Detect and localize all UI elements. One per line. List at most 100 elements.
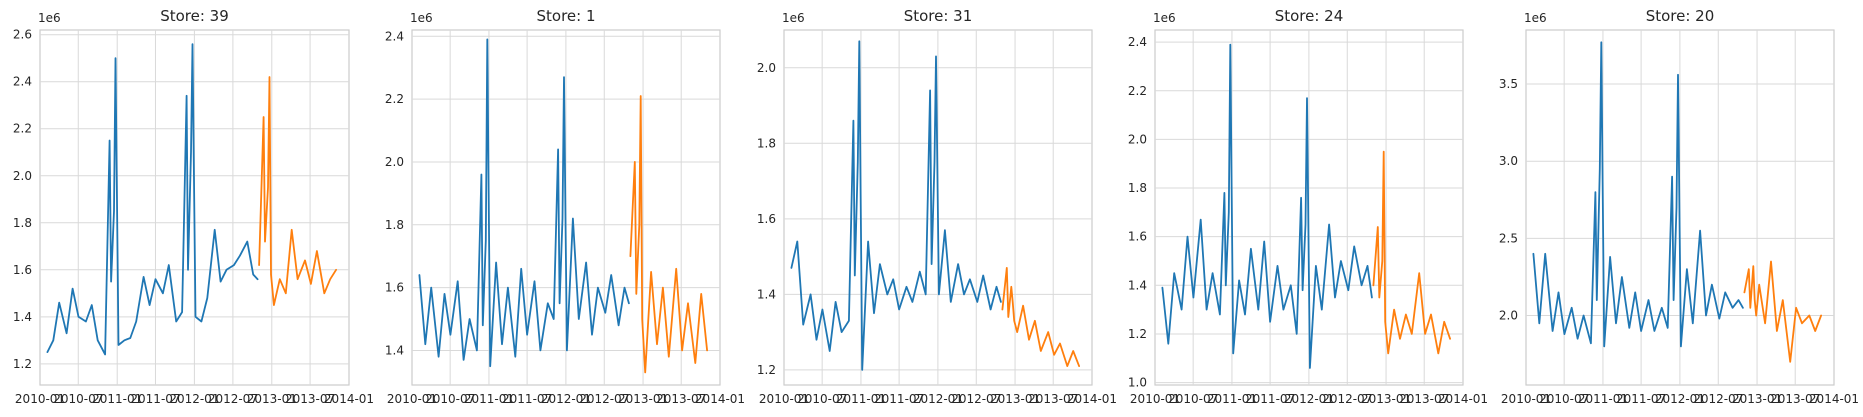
- y-offset-label: 1e6: [1524, 11, 1547, 25]
- x-tick-label: 2011-01: [92, 392, 142, 406]
- y-tick-label: 1.8: [757, 136, 776, 150]
- y-offset-label: 1e6: [782, 11, 805, 25]
- y-tick-label: 2.0: [1499, 309, 1518, 323]
- y-tick-label: 1.0: [1128, 376, 1147, 390]
- x-tick-label: 2010-01: [759, 392, 809, 406]
- chart-panel-4: 1.01.21.41.61.82.02.22.42010-012010-0720…: [1128, 7, 1488, 406]
- x-tick-label: 2010-07: [1168, 392, 1218, 406]
- x-tick-label: 2012-07: [579, 392, 629, 406]
- chart-title: Store: 20: [1646, 7, 1715, 25]
- y-tick-label: 2.4: [385, 29, 404, 43]
- y-tick-label: 1.8: [385, 218, 404, 232]
- y-tick-label: 1.2: [13, 357, 32, 371]
- x-tick-label: 2010-07: [53, 392, 103, 406]
- chart-panel-2: 1.41.61.82.02.22.42010-012010-072011-012…: [385, 7, 745, 406]
- x-tick-label: 2013-07: [656, 392, 706, 406]
- x-tick-label: 2012-07: [208, 392, 258, 406]
- y-tick-label: 1.4: [385, 343, 404, 357]
- y-offset-label: 1e6: [1153, 11, 1176, 25]
- x-tick-label: 2010-07: [1539, 392, 1589, 406]
- x-tick-label: 2011-07: [502, 392, 552, 406]
- x-tick-label: 2012-01: [169, 392, 219, 406]
- series-line-history: [46, 43, 259, 356]
- x-tick-label: 2011-07: [1616, 392, 1666, 406]
- x-tick-label: 2010-01: [15, 392, 65, 406]
- x-tick-label: 2012-07: [951, 392, 1001, 406]
- series-line-history: [1161, 43, 1373, 369]
- series-line-forecast: [1743, 260, 1822, 363]
- x-tick-label: 2013-07: [1770, 392, 1820, 406]
- x-tick-label: 2011-01: [464, 392, 514, 406]
- x-tick-label: 2011-07: [874, 392, 924, 406]
- x-tick-label: 2013-07: [1028, 392, 1078, 406]
- x-tick-label: 2014-01: [1809, 392, 1859, 406]
- x-tick-label: 2012-07: [1322, 392, 1372, 406]
- y-tick-label: 1.6: [13, 263, 32, 277]
- y-tick-label: 1.6: [757, 212, 776, 226]
- chart-panel-1: 1.21.41.61.82.02.22.42.62010-012010-0720…: [13, 7, 374, 406]
- y-tick-label: 1.4: [1128, 278, 1147, 292]
- y-tick-label: 2.0: [1128, 132, 1147, 146]
- y-tick-label: 2.0: [385, 155, 404, 169]
- x-tick-label: 2011-01: [1207, 392, 1257, 406]
- series-line-history: [1532, 41, 1744, 348]
- series-line-forecast: [1372, 150, 1451, 355]
- x-tick-label: 2011-01: [836, 392, 886, 406]
- y-tick-label: 2.0: [13, 169, 32, 183]
- y-tick-label: 2.5: [1499, 231, 1518, 245]
- x-tick-label: 2012-01: [913, 392, 963, 406]
- y-tick-label: 3.0: [1499, 154, 1518, 168]
- series-line-forecast: [629, 95, 708, 374]
- x-tick-label: 2014-01: [695, 392, 745, 406]
- y-tick-label: 2.6: [13, 28, 32, 42]
- x-tick-label: 2014-01: [324, 392, 374, 406]
- x-tick-label: 2011-01: [1578, 392, 1628, 406]
- x-tick-label: 2010-01: [387, 392, 437, 406]
- x-tick-label: 2013-01: [1361, 392, 1411, 406]
- x-tick-label: 2014-01: [1438, 392, 1488, 406]
- x-tick-label: 2013-01: [618, 392, 668, 406]
- y-tick-label: 1.6: [1128, 230, 1147, 244]
- y-tick-label: 2.4: [13, 75, 32, 89]
- y-tick-label: 2.2: [13, 122, 32, 136]
- x-tick-label: 2013-07: [1399, 392, 1449, 406]
- y-tick-label: 2.2: [385, 92, 404, 106]
- x-tick-label: 2011-07: [1245, 392, 1295, 406]
- x-tick-label: 2010-01: [1501, 392, 1551, 406]
- x-tick-label: 2010-07: [425, 392, 475, 406]
- x-tick-label: 2013-07: [285, 392, 335, 406]
- y-tick-label: 1.6: [385, 281, 404, 295]
- series-line-forecast: [1001, 266, 1080, 368]
- chart-title: Store: 39: [160, 7, 229, 25]
- chart-title: Store: 31: [904, 7, 973, 25]
- y-tick-label: 3.5: [1499, 77, 1518, 91]
- y-offset-label: 1e6: [38, 11, 61, 25]
- x-tick-label: 2012-01: [541, 392, 591, 406]
- x-tick-label: 2012-01: [1284, 392, 1334, 406]
- y-tick-label: 1.8: [1128, 181, 1147, 195]
- y-tick-label: 2.2: [1128, 84, 1147, 98]
- series-line-history: [418, 38, 630, 368]
- x-tick-label: 2011-07: [130, 392, 180, 406]
- chart-panel-5: 2.0 2.5 3.0 3.5 2010-012010-072011-012011-07…: [1499, 7, 1859, 406]
- x-tick-label: 2012-01: [1655, 392, 1705, 406]
- chart-title: Store: 24: [1275, 7, 1344, 25]
- x-tick-label: 2012-07: [1693, 392, 1743, 406]
- y-tick-label: 1.4: [13, 310, 32, 324]
- x-tick-label: 2013-01: [990, 392, 1040, 406]
- chart-title: Store: 1: [536, 7, 595, 25]
- y-tick-label: 1.8: [13, 216, 32, 230]
- x-tick-label: 2010-07: [797, 392, 847, 406]
- y-tick-label: 2.0: [757, 61, 776, 75]
- y-tick-label: 2.4: [1128, 35, 1147, 49]
- y-tick-label: 1.2: [1128, 327, 1147, 341]
- x-tick-label: 2010-01: [1130, 392, 1180, 406]
- y-tick-label: 1.2: [757, 363, 776, 377]
- x-tick-label: 2013-01: [247, 392, 297, 406]
- x-tick-label: 2014-01: [1067, 392, 1117, 406]
- y-offset-label: 1e6: [410, 11, 433, 25]
- x-tick-label: 2013-01: [1732, 392, 1782, 406]
- y-tick-label: 1.4: [757, 287, 776, 301]
- series-line-forecast: [258, 76, 338, 307]
